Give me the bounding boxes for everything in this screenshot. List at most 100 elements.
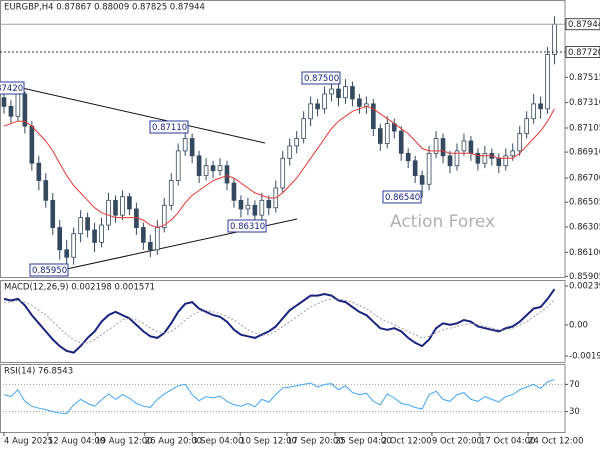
trendline <box>0 82 266 144</box>
annotation-box <box>149 120 189 134</box>
price-level-box <box>565 46 600 58</box>
candle-body <box>85 217 90 231</box>
y-tick-label: 0.87105 <box>569 123 600 133</box>
annotation-box <box>301 71 341 85</box>
candle-body <box>266 199 272 209</box>
candle-body <box>196 155 202 176</box>
x-tick-label: 17 Sep 20:00 <box>287 437 344 447</box>
y-tick-label: 0.85905 <box>569 272 600 282</box>
candle-body <box>482 152 488 164</box>
y-tick-label: 0.00 <box>569 320 588 330</box>
candle-body <box>350 86 355 100</box>
candle-body <box>252 204 258 216</box>
candle-body <box>377 128 383 144</box>
price-level-label: 0.87720 <box>568 48 600 58</box>
candle-body <box>336 88 341 99</box>
candle-body <box>203 165 209 176</box>
candle-body <box>405 152 411 162</box>
annotation: 0.86540 <box>385 193 420 203</box>
candle-body <box>210 165 216 172</box>
candle-body <box>168 180 174 206</box>
series-line <box>3 288 556 354</box>
price-level-label: 0.87944 <box>568 20 600 30</box>
candle-body <box>259 199 265 216</box>
annotation: 0.87500 <box>304 74 339 84</box>
candle-body <box>57 227 63 251</box>
x-tick-label: 25 Sep 04:00 <box>335 437 392 447</box>
candle-body <box>454 150 460 167</box>
annotation: 0.87110 <box>152 123 187 133</box>
candle-body <box>308 103 313 120</box>
x-tick-label: 17 Oct 04:00 <box>480 437 535 447</box>
candle-body <box>29 125 35 164</box>
y-tick-label: -0.001908 <box>569 351 600 361</box>
x-tick-label: 2 Oct 12:00 <box>382 437 432 447</box>
candle-body <box>301 118 306 139</box>
candle-body <box>127 196 132 210</box>
annotation: 0.87420 <box>0 84 23 94</box>
candle-body <box>43 180 49 201</box>
panel-title: MACD(12,26,9) 0.002198 0.001571 <box>4 283 155 293</box>
candle-body <box>343 86 348 99</box>
annotation-box <box>0 81 25 95</box>
annotation-box <box>29 263 69 277</box>
candle-body <box>182 138 188 152</box>
candle-body <box>15 93 21 117</box>
x-tick-label: 10 Sep 12:00 <box>240 437 297 447</box>
annotation: 0.85950 <box>32 266 67 276</box>
candle-body <box>120 196 125 216</box>
candle-body <box>322 93 327 110</box>
candle-body <box>426 152 432 185</box>
moving-average <box>3 105 555 229</box>
x-tick-label: 12 Aug 04:00 <box>48 437 105 447</box>
candle-body <box>357 98 362 107</box>
x-tick-label: 19 Aug 12:00 <box>95 437 152 447</box>
candle-body <box>496 157 502 167</box>
candle-body <box>440 138 446 157</box>
candle-body <box>468 140 474 154</box>
candle-body <box>419 175 425 185</box>
candle-body <box>71 233 76 258</box>
y-tick-label: 70 <box>569 380 580 390</box>
series-line <box>3 379 555 415</box>
candle-body <box>141 227 146 243</box>
panel-title: RSI(14) 76.8543 <box>4 367 73 377</box>
candle-body <box>517 133 523 152</box>
candles <box>1 16 557 271</box>
candle-body <box>384 123 390 144</box>
candle-body <box>8 105 14 117</box>
candle-body <box>189 138 195 157</box>
price-panel <box>0 0 566 278</box>
candle-body <box>92 229 97 243</box>
y-tick-label: 30 <box>569 407 580 417</box>
candle-body <box>22 93 28 127</box>
annotation: 0.86310 <box>230 222 265 232</box>
candle-body <box>315 103 320 110</box>
candle-body <box>1 97 7 107</box>
candle-body <box>161 204 167 228</box>
candle-body <box>106 199 111 226</box>
candle-body <box>287 145 293 159</box>
candle-body <box>99 224 104 243</box>
candle-body <box>552 23 557 55</box>
candle-body <box>245 204 251 210</box>
candle-body <box>238 199 244 210</box>
candle-body <box>503 155 509 167</box>
macd-panel <box>0 280 566 363</box>
watermark: Action Forex <box>390 212 495 232</box>
candle-body <box>217 165 223 172</box>
candle-body <box>371 103 376 130</box>
candle-body <box>154 227 160 251</box>
candle-body <box>280 157 286 189</box>
candle-body <box>78 217 83 235</box>
panel-title: EURGBP,H4 0.87867 0.88009 0.87825 0.8794… <box>4 3 205 13</box>
candle-body <box>36 162 42 181</box>
candle-body <box>412 160 418 176</box>
candle-body <box>398 130 404 154</box>
candle-body <box>447 155 453 167</box>
